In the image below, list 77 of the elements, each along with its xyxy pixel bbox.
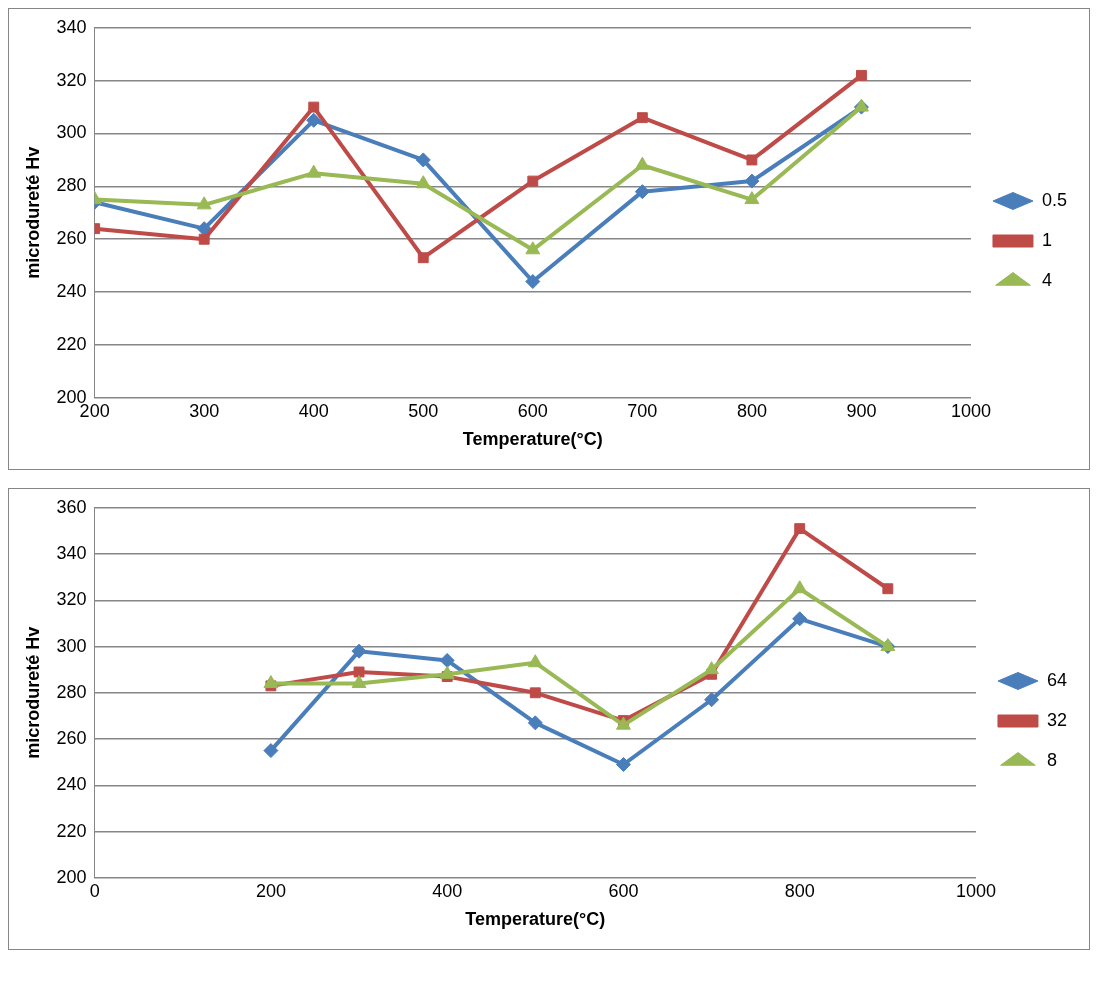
x-tick-label: 400 (432, 880, 463, 901)
y-tick-label: 320 (56, 69, 87, 90)
point (615, 756, 631, 772)
point (525, 274, 541, 290)
legend-label: 32 (1046, 709, 1068, 730)
y-tick-label: 360 (56, 496, 87, 517)
point (616, 716, 631, 730)
y-tick-label: 220 (56, 333, 87, 354)
x-tick-label: 800 (736, 400, 767, 421)
legend-label: 64 (1046, 669, 1068, 690)
point (792, 611, 808, 627)
y-tick-label: 240 (56, 774, 87, 795)
x-tick-label: 1000 (950, 400, 991, 421)
point (196, 196, 212, 210)
point (263, 743, 279, 759)
point (746, 154, 758, 166)
point (529, 687, 541, 699)
point (417, 252, 429, 264)
point (415, 152, 431, 168)
point (634, 184, 650, 200)
point (306, 112, 322, 128)
y-tick-label: 340 (56, 16, 87, 37)
point (308, 101, 320, 113)
point (792, 580, 808, 594)
point (855, 69, 867, 81)
point (198, 233, 210, 245)
x-tick-label: 400 (298, 400, 329, 421)
x-tick-label: 600 (517, 400, 548, 421)
y-tick-label: 200 (56, 866, 87, 887)
y-axis-title: microdureté Hv (22, 626, 43, 759)
point (636, 112, 648, 124)
point (525, 241, 541, 255)
x-tick-label: 800 (784, 880, 815, 901)
x-tick-label: 300 (189, 400, 220, 421)
point (415, 175, 431, 189)
point (882, 583, 894, 595)
y-tick-label: 260 (56, 228, 87, 249)
y-tick-label: 280 (56, 681, 87, 702)
point (196, 221, 212, 237)
legend-label: 8 (1046, 749, 1057, 770)
point (351, 643, 367, 659)
point (744, 173, 760, 189)
y-axis-title: microdureté Hv (22, 146, 43, 279)
y-tick-label: 280 (56, 175, 87, 196)
point (527, 715, 543, 731)
point (744, 191, 760, 205)
x-tick-label: 0 (89, 880, 100, 901)
y-tick-label: 220 (56, 820, 87, 841)
legend-label: 4 (1041, 269, 1052, 290)
legend-label: 1 (1041, 229, 1052, 250)
y-tick-label: 300 (56, 122, 87, 143)
point (439, 665, 455, 679)
y-tick-label: 240 (56, 281, 87, 302)
point (634, 156, 650, 170)
point (439, 652, 455, 668)
point (527, 175, 539, 187)
point (263, 675, 279, 689)
y-tick-label: 260 (56, 728, 87, 749)
point (704, 661, 719, 675)
point (704, 692, 720, 708)
x-tick-label: 1000 (955, 880, 996, 901)
x-tick-label: 200 (255, 880, 286, 901)
point (527, 654, 543, 668)
x-tick-label: 700 (627, 400, 658, 421)
y-tick-label: 320 (56, 589, 87, 610)
x-tick-label: 600 (608, 880, 639, 901)
x-axis-title: Temperature(°C) (465, 909, 606, 930)
y-tick-label: 340 (56, 543, 87, 564)
point (353, 666, 365, 678)
x-axis-title: Temperature(°C) (462, 429, 603, 450)
point (351, 675, 367, 689)
x-tick-label: 500 (408, 400, 439, 421)
point (794, 523, 806, 535)
legend-label: 0.5 (1041, 189, 1068, 210)
y-tick-label: 300 (56, 635, 87, 656)
x-tick-label: 900 (846, 400, 877, 421)
point (306, 164, 322, 178)
